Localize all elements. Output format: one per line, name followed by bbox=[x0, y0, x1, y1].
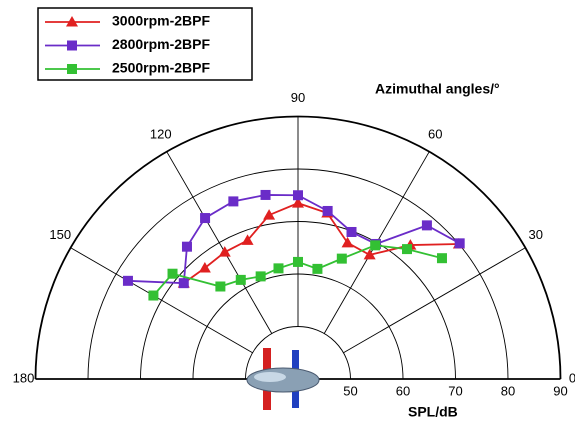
marker bbox=[148, 290, 159, 301]
marker bbox=[260, 189, 271, 200]
grid-spoke bbox=[70, 247, 253, 354]
marker bbox=[122, 275, 133, 286]
theta-tick-label: 90 bbox=[291, 90, 305, 105]
series-line bbox=[127, 194, 461, 285]
theta-tick-label: 150 bbox=[49, 227, 71, 242]
r-tick-label: 90 bbox=[553, 383, 567, 398]
marker bbox=[241, 234, 254, 245]
radius-axis-label: SPL/dB bbox=[408, 404, 458, 420]
marker bbox=[67, 40, 77, 51]
r-tick-label: 60 bbox=[396, 383, 410, 398]
marker bbox=[341, 236, 354, 248]
theta-tick-label: 120 bbox=[150, 127, 172, 142]
marker bbox=[255, 271, 266, 282]
marker bbox=[66, 16, 78, 27]
marker bbox=[402, 244, 413, 255]
marker bbox=[336, 253, 347, 264]
marker bbox=[370, 240, 381, 251]
theta-tick-label: 0 bbox=[569, 370, 575, 385]
marker bbox=[293, 190, 303, 201]
marker bbox=[363, 248, 376, 260]
marker bbox=[198, 262, 211, 273]
marker bbox=[454, 238, 465, 249]
angle-axis-label: Azimuthal angles/° bbox=[375, 81, 500, 97]
marker bbox=[293, 256, 303, 267]
marker bbox=[167, 268, 178, 279]
theta-tick-label: 30 bbox=[528, 227, 542, 242]
marker bbox=[346, 226, 357, 237]
series-line bbox=[152, 244, 443, 297]
legend-label: 3000rpm-2BPF bbox=[112, 13, 210, 29]
marker bbox=[200, 213, 211, 224]
marker bbox=[67, 64, 77, 74]
legend-label: 2500rpm-2BPF bbox=[112, 60, 210, 76]
engine-illustration bbox=[246, 348, 320, 410]
marker bbox=[235, 274, 246, 285]
marker bbox=[273, 263, 284, 274]
marker bbox=[312, 263, 323, 274]
theta-tick-label: 180 bbox=[13, 370, 35, 385]
marker bbox=[181, 241, 192, 252]
marker bbox=[292, 197, 304, 208]
theta-tick-label: 60 bbox=[428, 127, 442, 142]
marker bbox=[178, 278, 189, 289]
r-tick-label: 80 bbox=[501, 383, 515, 398]
grid-spoke bbox=[166, 151, 273, 334]
marker bbox=[215, 281, 226, 292]
legend-label: 2800rpm-2BPF bbox=[112, 36, 210, 52]
r-tick-label: 70 bbox=[448, 383, 462, 398]
marker bbox=[436, 253, 447, 264]
marker bbox=[263, 209, 276, 220]
marker bbox=[228, 196, 239, 207]
grid-spoke bbox=[343, 247, 526, 354]
marker bbox=[322, 205, 333, 216]
grid bbox=[34, 115, 562, 380]
r-tick-label: 50 bbox=[343, 383, 357, 398]
engine-highlight bbox=[254, 372, 286, 382]
marker bbox=[421, 220, 432, 231]
marker bbox=[218, 246, 231, 257]
